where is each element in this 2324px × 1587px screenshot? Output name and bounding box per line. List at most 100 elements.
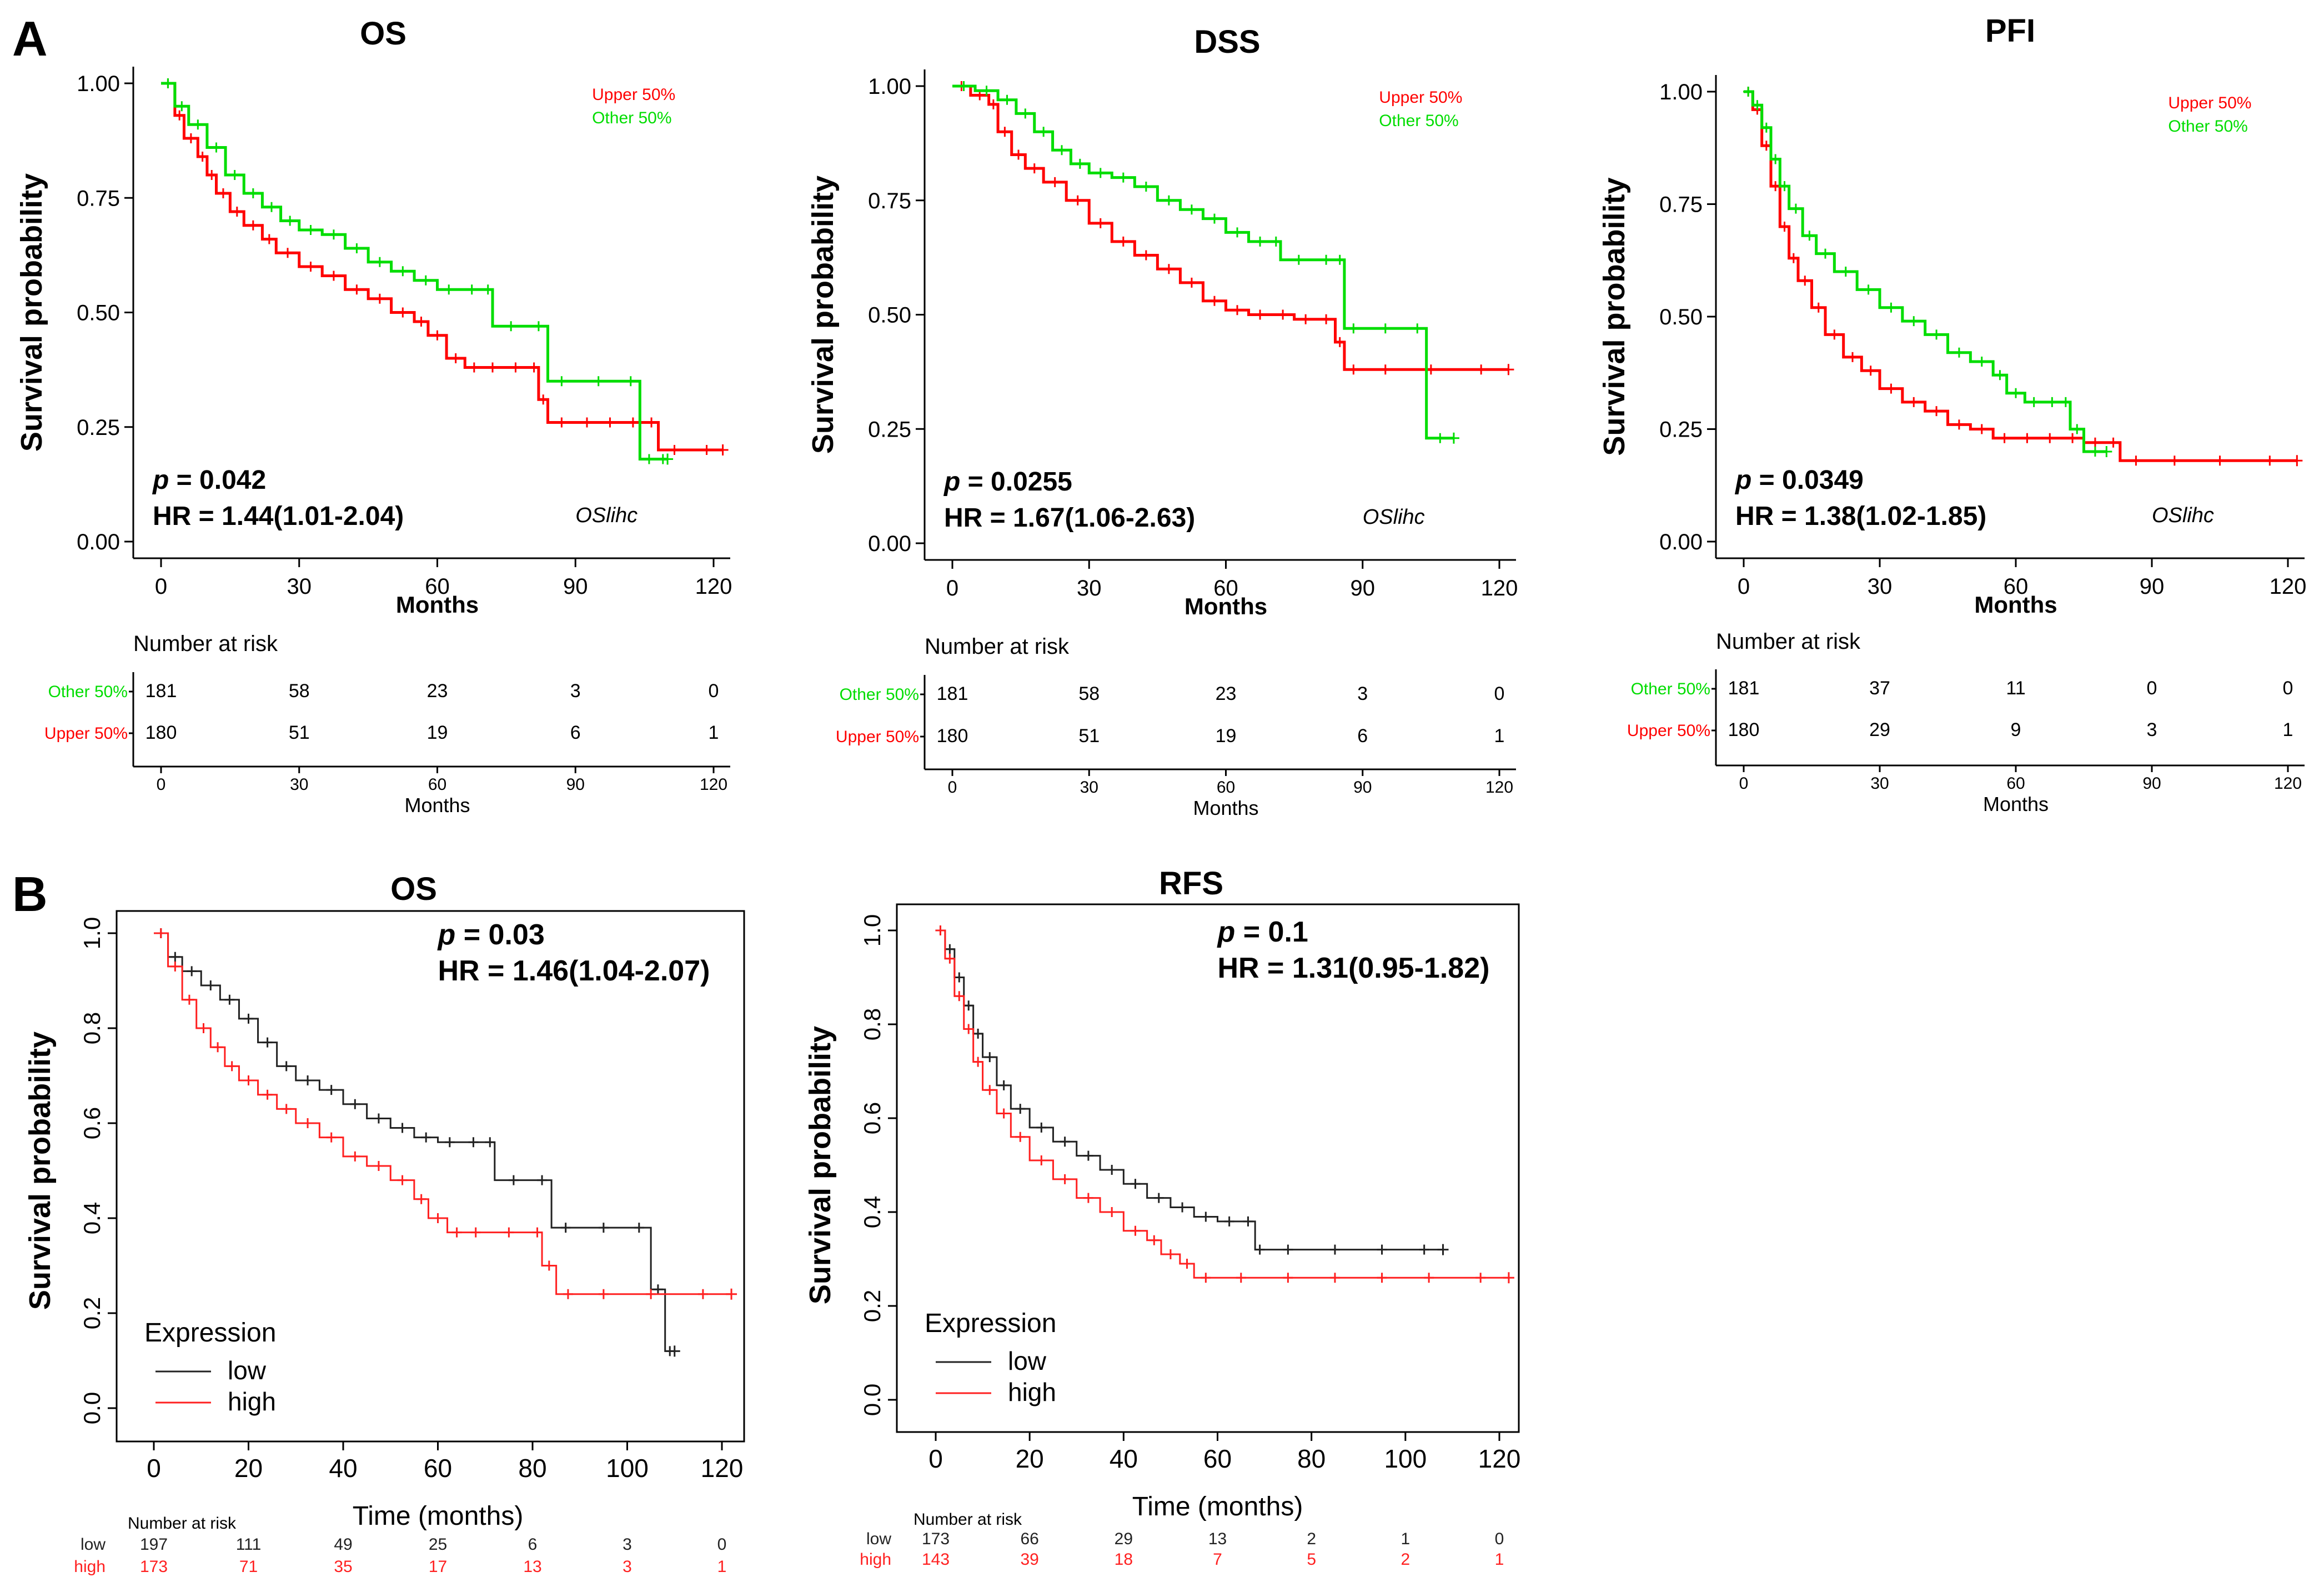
censor-mark (262, 1089, 273, 1100)
censor-mark (207, 170, 217, 180)
censor-mark (1476, 364, 1487, 375)
risk-row-label: Other 50% (840, 685, 919, 704)
censor-mark (1141, 250, 1151, 261)
censor-mark (1141, 182, 1151, 192)
censor-mark (1334, 254, 1345, 265)
censor-mark (510, 362, 521, 373)
x-axis-label: Time (months) (1132, 1492, 1303, 1521)
censor-mark (1419, 1244, 1429, 1255)
y-tick-label: 0.50 (868, 303, 911, 328)
x-tick-label: 60 (1203, 1444, 1232, 1473)
p-value: p = 0.0255 (943, 467, 1072, 497)
censor-mark (1209, 213, 1219, 224)
censor-mark (945, 944, 955, 954)
y-tick-label: 0.00 (1659, 530, 1703, 554)
series-line-low (154, 932, 675, 1352)
risk-value: 23 (1216, 683, 1237, 704)
censor-mark (1348, 323, 1359, 334)
censor-mark (1865, 366, 1876, 376)
risk-value: 58 (289, 680, 310, 702)
censor-mark (1163, 264, 1174, 274)
censor-mark (398, 307, 408, 318)
risk-value: 35 (334, 1558, 352, 1576)
x-tick-label: 0 (155, 574, 167, 599)
risk-value: 180 (937, 725, 968, 747)
censor-mark (303, 1118, 313, 1128)
x-tick-label: 20 (234, 1454, 263, 1483)
censor-mark (1000, 127, 1010, 137)
risk-x-tick-label: 60 (2006, 774, 2025, 793)
censor-mark (985, 1085, 995, 1095)
censor-mark (625, 376, 636, 387)
panel-letter-a: A (12, 11, 48, 66)
censor-mark (717, 444, 729, 455)
y-tick-label: 1.0 (859, 914, 885, 947)
y-tick-label: 0.75 (77, 186, 120, 211)
censor-mark (326, 1132, 337, 1143)
x-tick-label: 120 (2270, 574, 2307, 599)
risk-value: 51 (1078, 725, 1100, 747)
censor-mark (1002, 94, 1012, 105)
risk-x-tick-label: 60 (428, 775, 446, 794)
censor-mark (958, 81, 969, 91)
series-line-other-50- (161, 82, 668, 460)
censor-mark (963, 1000, 974, 1011)
censor-mark (352, 284, 362, 295)
censor-mark (1130, 1179, 1141, 1189)
censor-mark (1761, 122, 1771, 133)
censor-mark (1271, 236, 1281, 247)
risk-value: 3 (2147, 719, 2157, 740)
censor-mark (466, 284, 477, 295)
x-tick-label: 60 (424, 1454, 452, 1483)
censor-mark (373, 1160, 384, 1171)
censor-mark (669, 445, 680, 455)
hazard-ratio: HR = 1.31(0.95-1.82) (1218, 952, 1490, 984)
censor-mark (1954, 419, 1964, 430)
censor-mark (1931, 406, 1942, 417)
censor-mark (1790, 203, 1801, 214)
censor-mark (1820, 248, 1830, 259)
x-tick-label: 120 (1481, 576, 1518, 600)
censor-mark (1348, 364, 1359, 375)
risk-x-tick-label: 60 (1217, 778, 1235, 797)
censor-mark (945, 953, 955, 964)
censor-mark (470, 1227, 481, 1238)
censor-mark (1232, 305, 1243, 316)
y-tick-label: 1.0 (79, 917, 105, 949)
censor-mark (598, 1223, 609, 1233)
censor-mark (538, 394, 549, 405)
censor-mark (1321, 254, 1332, 265)
censor-mark (1153, 1193, 1164, 1203)
risk-value: 66 (1020, 1530, 1038, 1548)
x-tick-label: 30 (1077, 576, 1102, 600)
risk-value: 3 (623, 1535, 632, 1554)
censor-mark (1448, 432, 1459, 444)
risk-row-label: Upper 50% (836, 728, 919, 746)
y-tick-label: 0.8 (79, 1012, 105, 1044)
risk-value: 71 (239, 1558, 258, 1576)
censor-mark (598, 1289, 609, 1299)
censor-mark (973, 1028, 983, 1039)
censor-mark (1752, 100, 1763, 111)
censor-mark (2022, 433, 2032, 443)
x-tick-label: 0 (1738, 574, 1750, 599)
censor-mark (468, 1137, 479, 1148)
hazard-ratio: HR = 1.44(1.01-2.04) (153, 502, 404, 531)
y-tick-label: 0.25 (868, 417, 911, 442)
censor-mark (1060, 1174, 1070, 1184)
censor-mark (537, 1175, 548, 1185)
risk-x-tick-label: 120 (1485, 778, 1513, 797)
censor-mark (328, 229, 339, 240)
censor-mark (1013, 149, 1024, 160)
censor-mark (1813, 302, 1824, 313)
y-tick-label: 0.6 (79, 1107, 105, 1139)
censor-mark (2169, 455, 2180, 466)
risk-value: 1 (1401, 1530, 1410, 1548)
risk-value: 58 (1078, 683, 1100, 704)
series-line-upper-50- (952, 84, 1509, 371)
censor-mark (193, 119, 203, 130)
censor-mark (1321, 314, 1332, 324)
censor-mark (2131, 455, 2141, 466)
chart-a1: OS0.000.250.500.751.000 30 60 90 120Survival… (15, 16, 732, 817)
